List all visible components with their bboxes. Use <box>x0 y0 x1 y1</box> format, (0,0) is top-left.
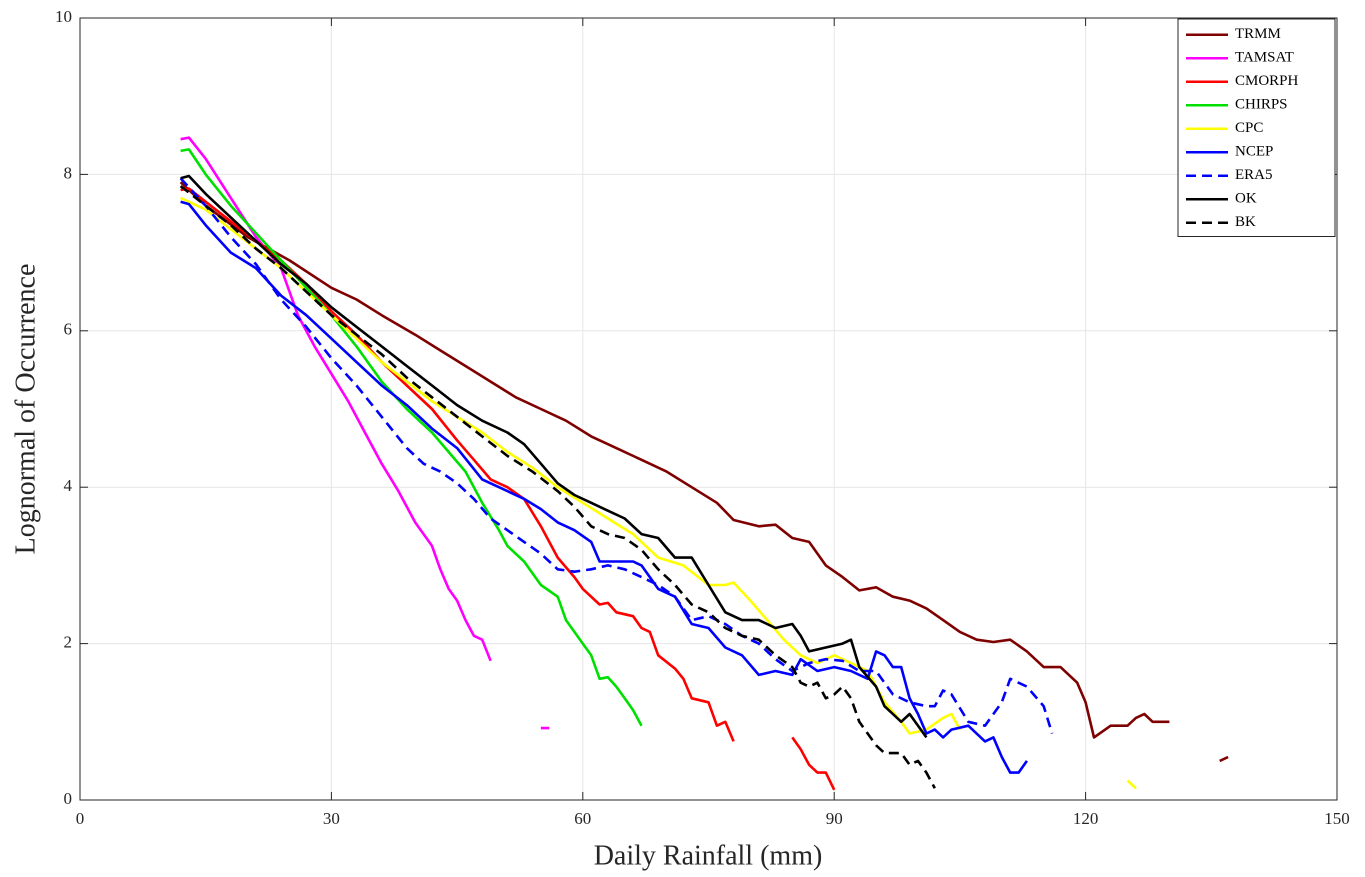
series-line <box>180 148 643 727</box>
x-tick-label: 120 <box>1073 809 1099 828</box>
x-tick-label: 30 <box>323 809 340 828</box>
legend-label: OK <box>1235 191 1257 207</box>
legend: TRMM TAMSAT CMORPH CHIRPS CPC NCEP ERA5 OK BK <box>1177 18 1336 237</box>
series-line <box>179 181 1229 763</box>
legend-label: TRMM <box>1235 26 1281 42</box>
series-line <box>180 200 1028 774</box>
y-axis-label: Lognormal of Occurrence <box>10 264 41 555</box>
legend-label: NCEP <box>1235 144 1273 160</box>
series-line <box>179 185 936 789</box>
y-tick-label: 2 <box>64 633 73 652</box>
axes-box <box>79 17 1338 801</box>
legend-label: ERA5 <box>1235 167 1273 183</box>
x-axis-label: Daily Rainfall (mm) <box>594 840 823 871</box>
series-line <box>180 174 928 739</box>
y-tick-label: 0 <box>64 789 73 808</box>
x-tick-label: 0 <box>76 809 85 828</box>
legend-label: CMORPH <box>1235 73 1299 89</box>
x-tick-label: 60 <box>574 809 591 828</box>
series-line <box>179 177 1054 734</box>
y-tick-label: 10 <box>55 7 72 26</box>
legend-label: CPC <box>1235 120 1263 136</box>
x-tick-label: 150 <box>1324 809 1350 828</box>
y-tick-label: 4 <box>64 476 73 495</box>
legend-label: TAMSAT <box>1235 50 1294 66</box>
legend-label: CHIRPS <box>1235 97 1288 113</box>
x-tick-label: 90 <box>826 809 843 828</box>
plot-area <box>80 18 1337 800</box>
series-line <box>180 136 550 730</box>
legend-label: BK <box>1235 214 1256 230</box>
y-tick-label: 6 <box>64 320 73 339</box>
y-tick-label: 8 <box>64 163 73 182</box>
